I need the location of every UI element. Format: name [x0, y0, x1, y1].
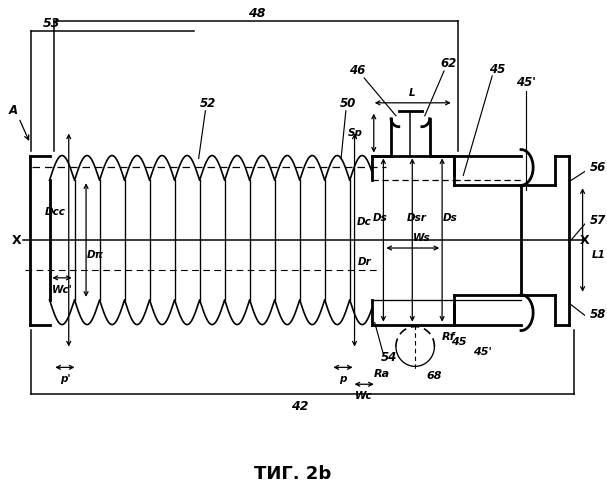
Text: Dcc: Dcc	[45, 207, 66, 217]
Text: 45': 45'	[473, 348, 492, 358]
Text: Ds: Ds	[373, 213, 388, 223]
Text: Dsr: Dsr	[407, 213, 427, 223]
Text: Ds: Ds	[443, 213, 457, 223]
Text: A: A	[8, 104, 18, 118]
Text: 56: 56	[590, 161, 606, 174]
Text: X: X	[12, 234, 22, 246]
Text: p': p'	[59, 374, 70, 384]
Text: Dc: Dc	[357, 217, 371, 227]
Text: Ws: Ws	[413, 233, 431, 243]
Text: ΤИГ. 2b: ΤИГ. 2b	[254, 465, 331, 483]
Text: 53: 53	[42, 17, 60, 30]
Text: p: p	[339, 374, 347, 384]
Text: 46: 46	[349, 64, 365, 78]
Text: Rf: Rf	[442, 332, 456, 342]
Text: Wc: Wc	[355, 391, 373, 401]
Text: Dπ: Dπ	[87, 250, 104, 260]
Text: X: X	[580, 234, 589, 246]
Text: Sp: Sp	[347, 128, 362, 138]
Text: 54: 54	[381, 351, 398, 364]
Text: 42: 42	[291, 400, 308, 412]
Text: 50: 50	[340, 98, 356, 110]
Text: Wc': Wc'	[52, 285, 72, 295]
Text: 48: 48	[248, 7, 265, 20]
Text: 57: 57	[590, 214, 606, 226]
Text: 45: 45	[451, 338, 466, 347]
Text: 62: 62	[441, 56, 457, 70]
Text: L: L	[409, 88, 416, 98]
Text: 58: 58	[590, 308, 606, 321]
Text: 45: 45	[489, 62, 505, 76]
Text: 52: 52	[200, 98, 217, 110]
Text: Ra: Ra	[373, 370, 390, 380]
Text: 68: 68	[427, 372, 442, 382]
Text: 45': 45'	[516, 76, 536, 90]
Text: L1: L1	[592, 250, 606, 260]
Text: Dr: Dr	[358, 257, 371, 267]
